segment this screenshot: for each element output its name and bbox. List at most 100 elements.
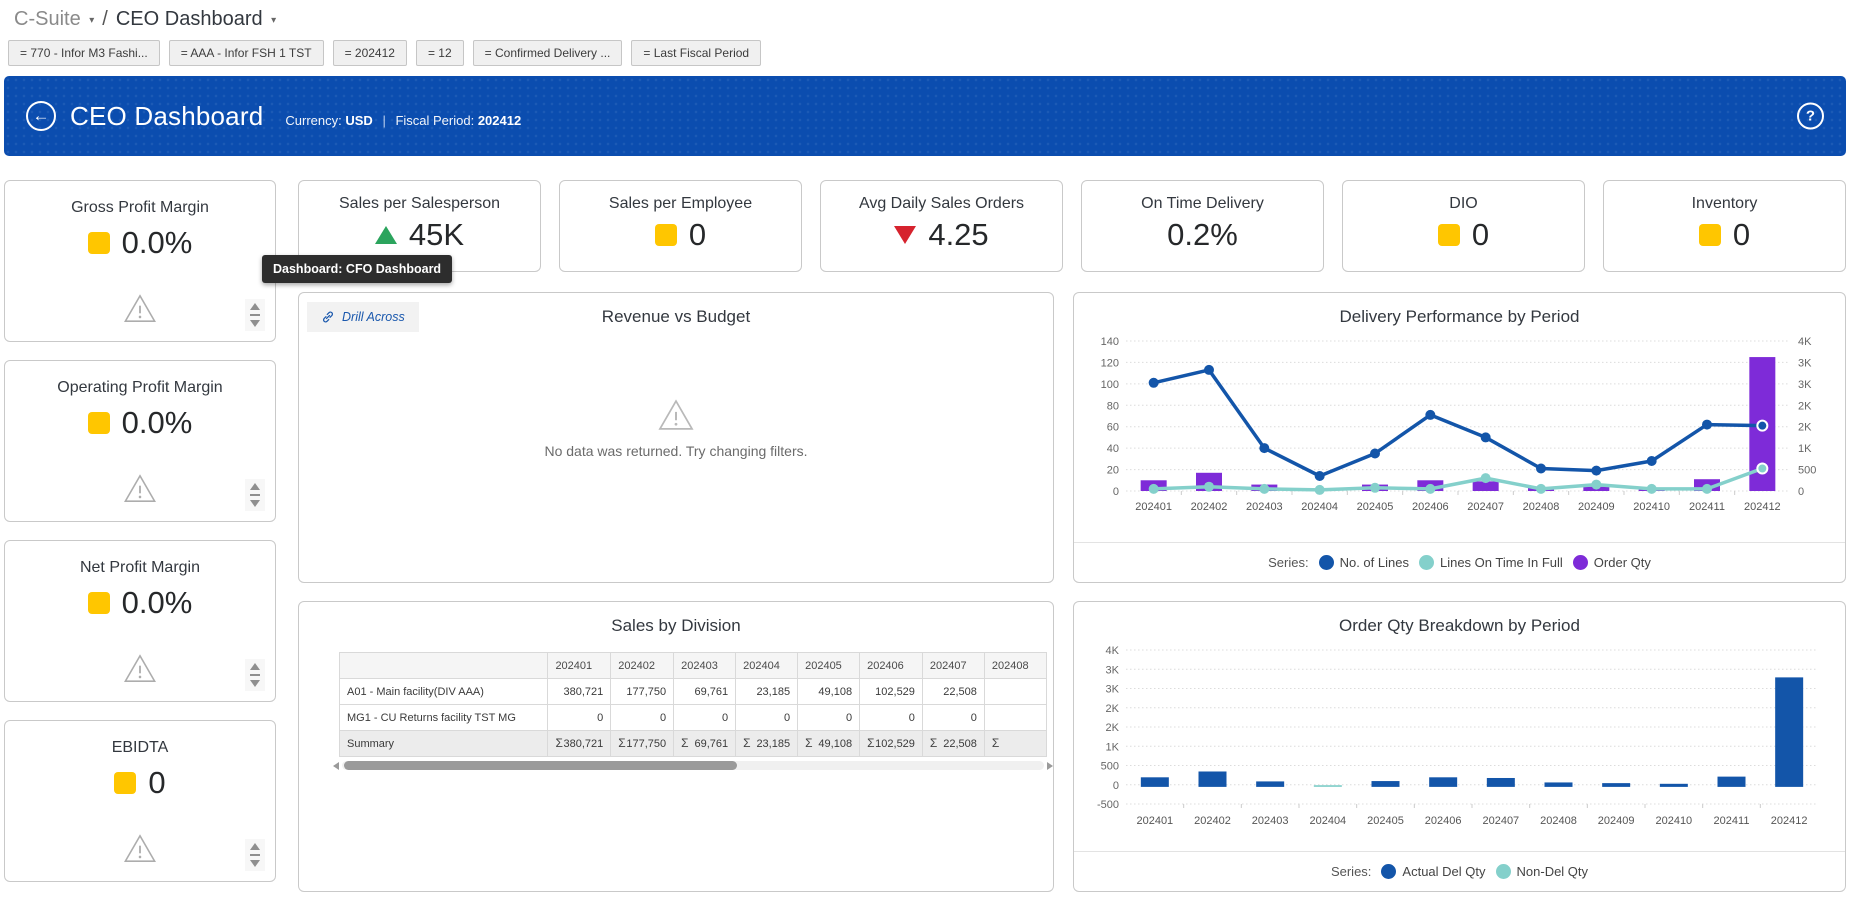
fiscal-period-label: Fiscal Period: [395,113,474,128]
stepper-down-icon[interactable] [250,680,260,687]
kpi-title: Sales per Employee [560,195,801,213]
scrollbar-thumb[interactable] [344,761,737,770]
delivery-performance-chart[interactable]: 1404K1203K1003K802K602K401K2050000202401… [1074,333,1845,523]
filter-chip-4[interactable]: = Confirmed Delivery ... [473,40,623,66]
panel-order-qty-breakdown: Order Qty Breakdown by Period 4K3K3K2K2K… [1073,601,1846,892]
empty-message: No data was returned. Try changing filte… [299,443,1053,459]
stepper-up-icon[interactable] [250,303,260,310]
cell-value: 0 [922,705,984,731]
stepper-down-icon[interactable] [250,320,260,327]
scroll-right-arrow-icon[interactable] [1047,762,1053,770]
svg-text:20: 20 [1106,465,1118,477]
kpi-card-footer [5,287,275,331]
dashboard-body: Gross Profit Margin0.0%Operating Profit … [0,180,1850,892]
stepper-up-icon[interactable] [250,483,260,490]
chevron-down-icon: ▾ [89,15,94,26]
filter-chip-0[interactable]: = 770 - Infor M3 Fashi... [8,40,160,66]
table-hscrollbar[interactable] [333,760,1053,771]
table-header-202407[interactable]: 202407 [922,653,984,679]
legend-item-label: No. of Lines [1340,555,1409,570]
stepper-up-icon[interactable] [250,663,260,670]
kpi-stepper[interactable] [245,299,265,331]
kpi-card-footer [5,647,275,691]
cell-value: 0 [860,705,923,731]
order-qty-chart[interactable]: 4K3K3K2K2K1K5000-50020240120240220240320… [1074,642,1845,840]
filter-chip-5[interactable]: = Last Fiscal Period [631,40,761,66]
svg-text:2K: 2K [1105,703,1119,715]
svg-text:-500: -500 [1096,799,1118,811]
row-label: A01 - Main facility(DIV AAA) [340,679,548,705]
filter-chip-2[interactable]: = 202412 [333,40,407,66]
kpi-stepper[interactable] [245,839,265,871]
summary-cell: Σ102,529 [860,731,923,757]
kpi-card-operating-profit-margin[interactable]: Operating Profit Margin0.0% [4,360,276,522]
table-header-row: 2024012024022024032024042024052024062024… [340,653,1047,679]
sigma-icon: Σ [867,736,874,750]
breadcrumb-current[interactable]: CEO Dashboard ▾ [116,8,276,31]
kpi-title: Gross Profit Margin [5,199,275,217]
kpi-card-sales-per-employee[interactable]: Sales per Employee 0 [559,180,802,272]
stepper-up-icon[interactable] [250,843,260,850]
panel-revenue-vs-budget: Drill Across Revenue vs Budget No data w… [298,292,1054,583]
legend-item-no-of-lines[interactable]: No. of Lines [1319,555,1409,570]
sigma-icon: Σ [618,736,625,750]
kpi-card-dio[interactable]: DIO0 [1342,180,1585,272]
kpi-stepper[interactable] [245,479,265,511]
legend-item-lines-on-time-in-full[interactable]: Lines On Time In Full [1419,555,1563,570]
breadcrumb-parent[interactable]: C-Suite ▾ [14,8,94,31]
panel-delivery-performance: Delivery Performance by Period 1404K1203… [1073,292,1846,583]
kpi-value-row: 0 [560,217,801,253]
svg-text:202405: 202405 [1356,501,1393,513]
legend-item-non-del-qty[interactable]: Non-Del Qty [1496,864,1589,879]
order-qty-chart-svg: 4K3K3K2K2K1K5000-50020240120240220240320… [1084,642,1836,840]
cell-value: 0 [548,705,611,731]
kpi-stepper[interactable] [245,659,265,691]
table-row-mg1-cu-returns-facility-tst-mg[interactable]: MG1 - CU Returns facility TST MG0000000 [340,705,1047,731]
legend-item-actual-del-qty[interactable]: Actual Del Qty [1381,864,1485,879]
table-header-202408[interactable]: 202408 [984,653,1046,679]
warning-icon [123,473,157,509]
svg-text:202412: 202412 [1770,815,1807,827]
kpi-card-avg-daily-sales-orders[interactable]: Avg Daily Sales Orders4.25 [820,180,1063,272]
scroll-left-arrow-icon[interactable] [333,762,339,770]
table-header-202401[interactable]: 202401 [548,653,611,679]
help-button[interactable]: ? [1797,103,1824,130]
chevron-down-icon: ▾ [271,15,276,26]
summary-cell: Σ380,721 [548,731,611,757]
kpi-value-row: 0 [5,765,275,801]
stepper-down-icon[interactable] [250,860,260,867]
legend-item-order-qty[interactable]: Order Qty [1573,555,1651,570]
cell-value: 0 [798,705,860,731]
cell-value: 49,108 [798,679,860,705]
table-header-202402[interactable]: 202402 [611,653,674,679]
kpi-card-gross-profit-margin[interactable]: Gross Profit Margin0.0% [4,180,276,342]
filter-chip-3[interactable]: = 12 [416,40,464,66]
table-header-202406[interactable]: 202406 [860,653,923,679]
drill-across-button[interactable]: Drill Across [307,302,419,332]
cell-value: 177,750 [611,679,674,705]
svg-text:202406: 202406 [1411,501,1448,513]
kpi-title: EBIDTA [5,739,275,757]
table-header-202403[interactable]: 202403 [674,653,736,679]
svg-text:202411: 202411 [1689,501,1725,513]
stepper-down-icon[interactable] [250,500,260,507]
sigma-icon: Σ [555,736,562,750]
status-square-yellow-icon [1438,224,1460,246]
table-header-202404[interactable]: 202404 [736,653,798,679]
kpi-value-row: 0.0% [5,405,275,441]
svg-text:202408: 202408 [1540,815,1577,827]
scrollbar-track[interactable] [342,761,1044,770]
sigma-icon: Σ [681,736,688,750]
kpi-card-ebidta[interactable]: EBIDTA 0 [4,720,276,882]
filter-chip-1[interactable]: = AAA - Infor FSH 1 TST [169,40,324,66]
kpi-card-inventory[interactable]: Inventory0 [1603,180,1846,272]
back-button[interactable]: ← [26,101,56,131]
legend-item-label: Order Qty [1594,555,1651,570]
cell-value: 0 [674,705,736,731]
table-header-blank[interactable] [340,653,548,679]
kpi-card-on-time-delivery[interactable]: On Time Delivery0.2% [1081,180,1324,272]
table-row-a01-main-facility-div-aaa[interactable]: A01 - Main facility(DIV AAA)380,721177,7… [340,679,1047,705]
table-header-202405[interactable]: 202405 [798,653,860,679]
svg-text:202410: 202410 [1633,501,1670,513]
kpi-card-net-profit-margin[interactable]: Net Profit Margin0.0% [4,540,276,702]
